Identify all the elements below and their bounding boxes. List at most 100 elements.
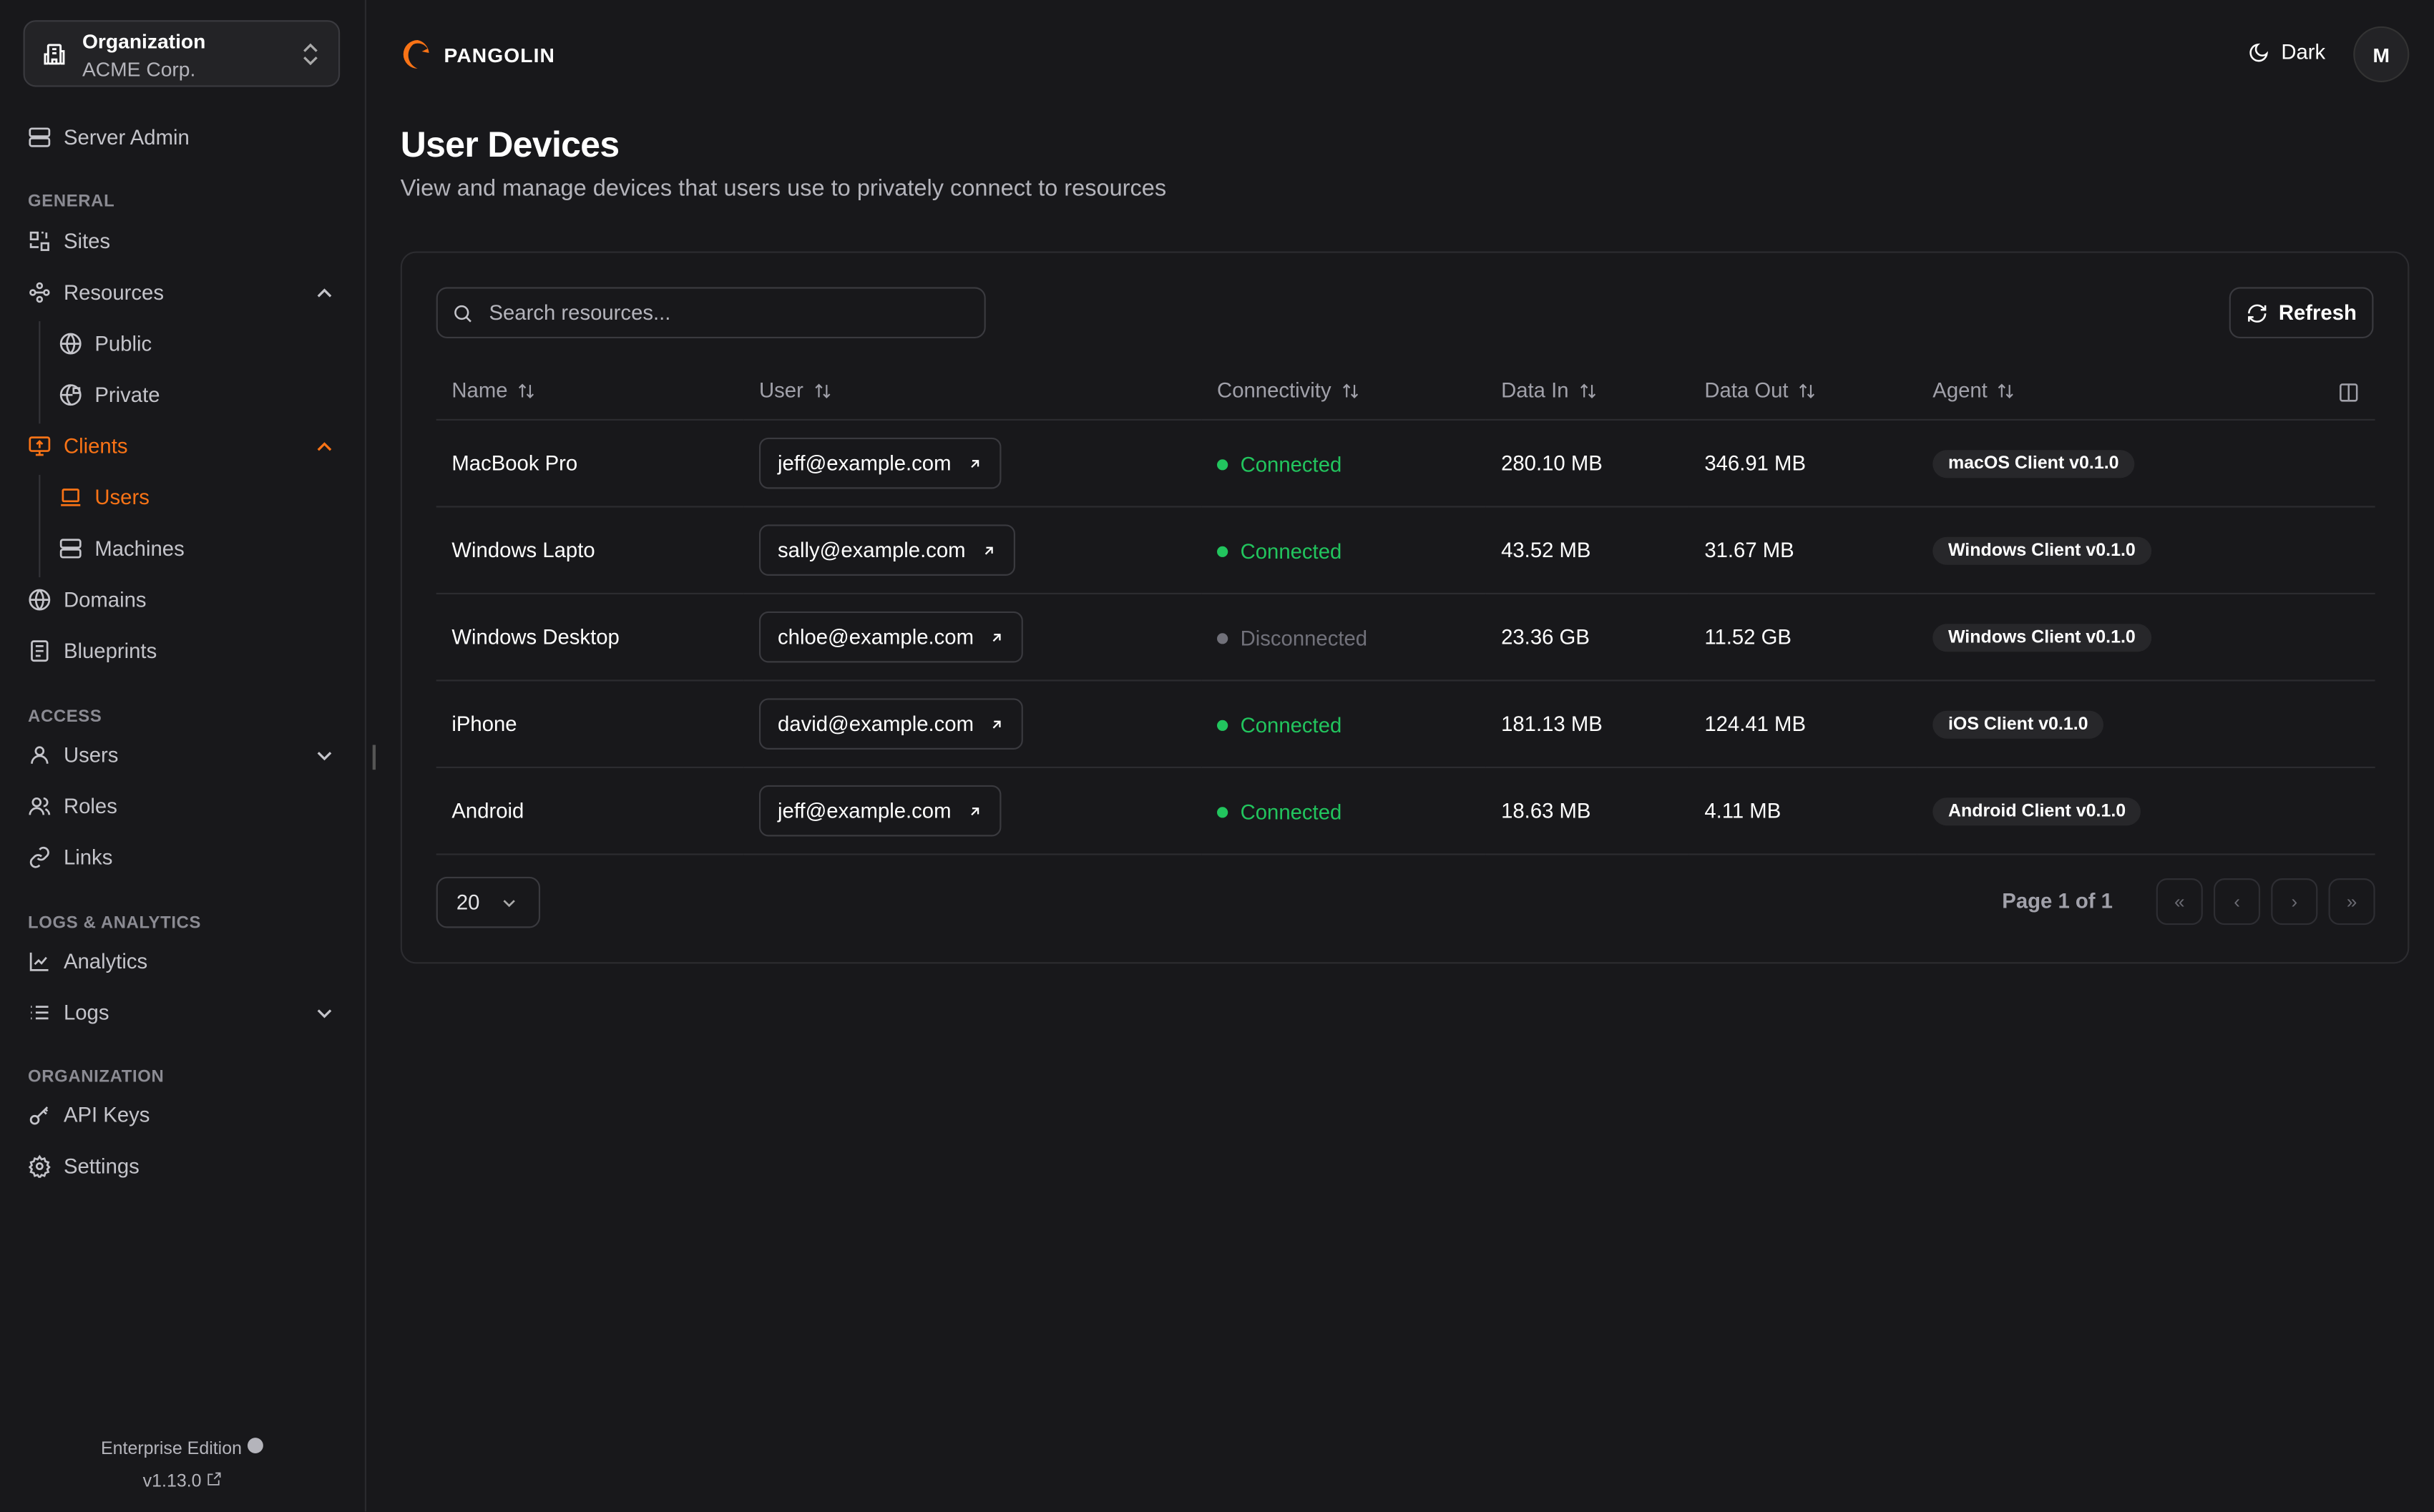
moon-icon: [2250, 42, 2269, 62]
gear-icon: [28, 1154, 51, 1178]
sidebar-item-label: Users: [94, 486, 150, 509]
agent-cell: macOS Client v0.1.0: [1917, 419, 2375, 508]
next-page-button[interactable]: ›: [2271, 878, 2318, 926]
last-page-button[interactable]: »: [2328, 878, 2375, 926]
brand-name: PANGOLIN: [444, 42, 556, 67]
edition-text: Enterprise Edition: [101, 1440, 242, 1459]
avatar[interactable]: M: [2353, 26, 2410, 82]
sidebar-item-roles[interactable]: Roles: [28, 795, 338, 818]
sidebar-item-access-users[interactable]: Users: [28, 743, 338, 767]
agent-badge: iOS Client v0.1.0: [1932, 710, 2104, 738]
sidebar-item-sites[interactable]: Sites: [28, 230, 338, 253]
sidebar-item-label: API Keys: [63, 1103, 150, 1127]
columns-icon[interactable]: [2338, 381, 2360, 403]
data-out: 31.67 MB: [1688, 506, 1917, 594]
prev-page-button[interactable]: ‹: [2213, 878, 2261, 926]
link-icon: [29, 846, 49, 868]
sidebar-item-links[interactable]: Links: [28, 845, 338, 869]
chevron-right-icon: ›: [2291, 890, 2298, 913]
server-icon: [59, 539, 82, 559]
sidebar-item-api-keys[interactable]: API Keys: [28, 1103, 338, 1127]
section-access: ACCESS: [28, 707, 102, 727]
column-label: Data Out: [1704, 378, 1789, 402]
agent-badge: Windows Client v0.1.0: [1932, 623, 2151, 652]
section-logs: LOGS & ANALYTICS: [28, 913, 202, 933]
chevron-up-icon: [317, 441, 332, 451]
edition-label[interactable]: Enterprise Edition: [0, 1437, 365, 1459]
table-row[interactable]: Windows Lapto sally@example.com Connected 4…: [436, 506, 2375, 594]
column-header[interactable]: Agent: [1917, 361, 2375, 421]
user-link[interactable]: david@example.com: [758, 698, 1024, 750]
data-out: 11.52 GB: [1688, 593, 1917, 682]
table-row[interactable]: Android jeff@example.com Connected 18.63 MB…: [436, 767, 2375, 855]
sidebar-item-label: Roles: [63, 794, 117, 818]
file-text-icon: [31, 640, 49, 662]
theme-toggle[interactable]: Dark: [2249, 40, 2325, 64]
sidebar-item-machines[interactable]: Machines: [59, 537, 369, 560]
sidebar-item-users[interactable]: Users: [59, 486, 369, 509]
data-out: 4.11 MB: [1688, 767, 1917, 855]
agent-cell: Windows Client v0.1.0: [1917, 593, 2375, 682]
workflow-icon: [29, 282, 50, 303]
agent-cell: Android Client v0.1.0: [1917, 767, 2375, 855]
sidebar-item-clients[interactable]: Clients: [28, 435, 338, 458]
chevrons-left-icon: «: [2174, 890, 2185, 913]
sidebar-item-label: Settings: [63, 1154, 140, 1178]
user-email: sally@example.com: [778, 538, 966, 562]
pangolin-logo-icon: [403, 40, 429, 69]
status-text: Connected: [1240, 539, 1342, 563]
sites-icon: [29, 231, 49, 251]
sidebar-item-server-admin[interactable]: Server Admin: [28, 126, 338, 149]
tree-line: [39, 321, 41, 424]
chevrons-up-down-icon: [303, 43, 318, 66]
list-icon: [31, 1006, 49, 1020]
sidebar-item-analytics[interactable]: Analytics: [28, 950, 338, 973]
first-page-button[interactable]: «: [2156, 878, 2203, 926]
data-out: 346.91 MB: [1688, 419, 1917, 508]
table-row[interactable]: iPhone david@example.com Connected 181.13 M…: [436, 680, 2375, 769]
device-name: Android: [436, 767, 744, 855]
connectivity-cell: Connected: [1201, 419, 1486, 508]
sort-icon: [1998, 383, 2014, 398]
sidebar: Organization ACME Corp. Server Admin GEN…: [0, 0, 369, 1512]
version-link[interactable]: v1.13.0: [0, 1471, 365, 1491]
column-header[interactable]: User: [743, 361, 1202, 421]
status-text: Connected: [1240, 712, 1342, 737]
column-header[interactable]: Connectivity: [1201, 361, 1486, 421]
org-label: Organization: [82, 29, 206, 53]
brand-logo[interactable]: PANGOLIN: [401, 37, 555, 72]
org-selector[interactable]: Organization ACME Corp.: [23, 20, 341, 87]
user-link[interactable]: jeff@example.com: [758, 437, 1001, 489]
device-name: iPhone: [436, 680, 744, 769]
column-label: Name: [451, 378, 508, 402]
page-description: View and manage devices that users use t…: [400, 175, 1167, 202]
sidebar-item-label: Logs: [63, 1001, 109, 1025]
search-input[interactable]: [486, 299, 958, 326]
sidebar-item-label: Users: [63, 743, 119, 767]
table-row[interactable]: MacBook Pro jeff@example.com Connected 280.…: [436, 419, 2375, 508]
sidebar-item-public[interactable]: Public: [59, 332, 369, 355]
sidebar-item-private[interactable]: Private: [59, 383, 369, 406]
sidebar-item-domains[interactable]: Domains: [28, 588, 338, 612]
sidebar-item-resources[interactable]: Resources: [28, 281, 338, 304]
column-header[interactable]: Name: [436, 361, 744, 421]
sidebar-item-blueprints[interactable]: Blueprints: [28, 639, 338, 662]
user-cell: sally@example.com: [743, 506, 1202, 594]
user-link[interactable]: chloe@example.com: [758, 611, 1024, 663]
user-cell: david@example.com: [743, 680, 1202, 769]
page-size-select[interactable]: 20: [436, 876, 541, 928]
status-text: Connected: [1240, 800, 1342, 824]
search-field[interactable]: [436, 287, 986, 338]
user-link[interactable]: jeff@example.com: [758, 785, 1001, 837]
sort-icon: [1799, 383, 1815, 398]
sidebar-item-settings[interactable]: Settings: [28, 1154, 338, 1178]
data-out: 124.41 MB: [1688, 680, 1917, 769]
data-in: 43.52 MB: [1485, 506, 1689, 594]
column-header[interactable]: Data Out: [1688, 361, 1917, 421]
sidebar-resize-handle[interactable]: [372, 745, 376, 770]
table-row[interactable]: Windows Desktop chloe@example.com Disconne…: [436, 593, 2375, 682]
refresh-button[interactable]: Refresh: [2229, 287, 2374, 338]
user-link[interactable]: sally@example.com: [758, 524, 1015, 576]
sidebar-item-logs[interactable]: Logs: [28, 1001, 338, 1024]
column-header[interactable]: Data In: [1485, 361, 1689, 421]
